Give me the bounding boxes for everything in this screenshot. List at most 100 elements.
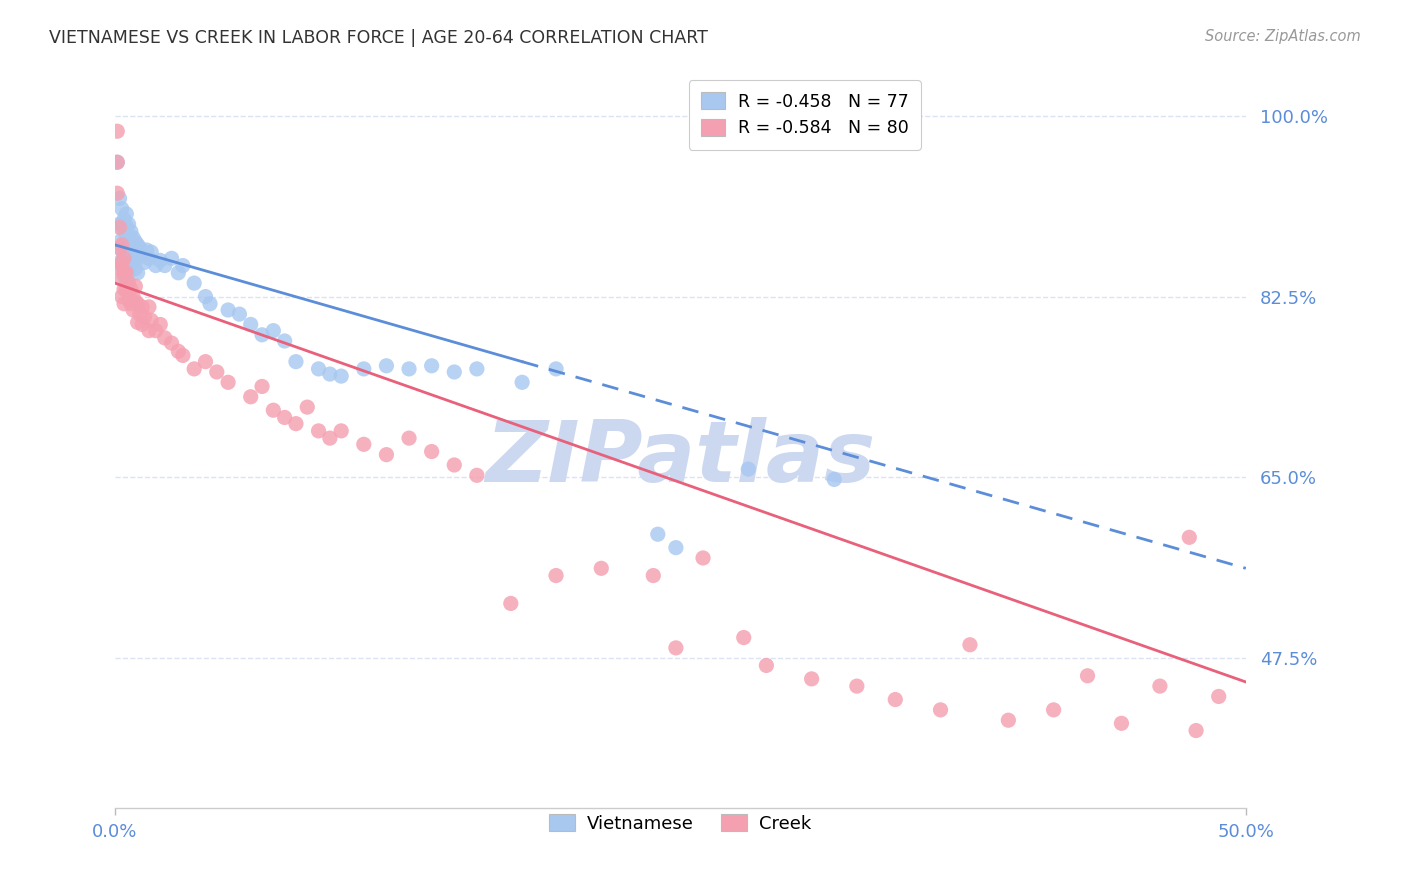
Point <box>194 354 217 368</box>
Point <box>115 241 138 255</box>
Point <box>112 238 135 252</box>
Point <box>375 359 398 373</box>
Point <box>111 255 134 269</box>
Point <box>591 561 613 575</box>
Legend: Vietnamese, Creek: Vietnamese, Creek <box>543 806 818 840</box>
Point <box>127 266 149 280</box>
Point <box>167 266 190 280</box>
Point <box>127 297 149 311</box>
Point <box>112 259 135 273</box>
Point <box>1076 669 1098 683</box>
Point <box>112 224 135 238</box>
Point <box>665 541 688 555</box>
Point <box>134 310 156 325</box>
Point <box>284 417 307 431</box>
Point <box>105 124 128 138</box>
Point <box>128 307 150 321</box>
Point <box>167 344 190 359</box>
Point <box>111 259 134 273</box>
Point <box>284 354 307 368</box>
Point <box>117 293 139 307</box>
Point <box>124 261 146 276</box>
Point <box>115 266 138 280</box>
Point <box>112 282 135 296</box>
Point <box>755 658 778 673</box>
Text: ZIPatlas: ZIPatlas <box>485 417 876 500</box>
Point <box>845 679 868 693</box>
Point <box>420 444 443 458</box>
Point <box>122 255 145 269</box>
Point <box>149 253 172 268</box>
Point <box>1178 530 1201 544</box>
Point <box>1149 679 1171 693</box>
Point <box>124 279 146 293</box>
Point <box>420 359 443 373</box>
Point <box>108 241 131 255</box>
Point <box>172 259 194 273</box>
Point <box>319 367 342 381</box>
Point <box>127 315 149 329</box>
Point <box>153 331 176 345</box>
Point <box>665 640 688 655</box>
Point <box>127 252 149 266</box>
Point <box>330 369 353 384</box>
Point <box>800 672 823 686</box>
Point <box>183 362 205 376</box>
Point <box>250 327 273 342</box>
Point <box>1111 716 1133 731</box>
Point <box>510 376 533 390</box>
Point <box>115 272 138 286</box>
Point <box>465 468 488 483</box>
Point <box>217 376 239 390</box>
Point <box>643 568 665 582</box>
Point <box>124 235 146 249</box>
Point <box>115 282 138 296</box>
Point <box>145 324 167 338</box>
Point <box>117 276 139 290</box>
Point <box>884 692 907 706</box>
Text: Source: ZipAtlas.com: Source: ZipAtlas.com <box>1205 29 1361 44</box>
Point <box>115 219 138 234</box>
Point <box>117 217 139 231</box>
Point <box>172 348 194 362</box>
Point <box>111 243 134 257</box>
Point <box>112 252 135 266</box>
Point <box>228 307 250 321</box>
Point <box>160 252 183 266</box>
Point <box>733 631 755 645</box>
Point <box>108 261 131 276</box>
Point <box>198 297 221 311</box>
Point <box>647 527 669 541</box>
Point <box>153 259 176 273</box>
Point <box>273 410 295 425</box>
Point <box>127 238 149 252</box>
Point <box>111 217 134 231</box>
Point <box>929 703 952 717</box>
Point <box>120 252 142 266</box>
Point <box>120 238 142 252</box>
Point <box>131 300 153 314</box>
Point <box>262 403 284 417</box>
Point <box>105 155 128 169</box>
Point <box>141 245 163 260</box>
Point <box>1208 690 1230 704</box>
Point <box>105 186 128 201</box>
Point <box>120 282 142 296</box>
Point <box>122 230 145 244</box>
Point <box>544 568 567 582</box>
Point <box>330 424 353 438</box>
Point <box>120 224 142 238</box>
Point <box>997 713 1019 727</box>
Point <box>112 297 135 311</box>
Point <box>544 362 567 376</box>
Point <box>122 303 145 318</box>
Point <box>124 294 146 309</box>
Point <box>499 597 522 611</box>
Point <box>117 230 139 244</box>
Point <box>117 243 139 257</box>
Point <box>308 424 330 438</box>
Point <box>112 266 135 280</box>
Point <box>149 318 172 332</box>
Point <box>128 241 150 255</box>
Point <box>183 276 205 290</box>
